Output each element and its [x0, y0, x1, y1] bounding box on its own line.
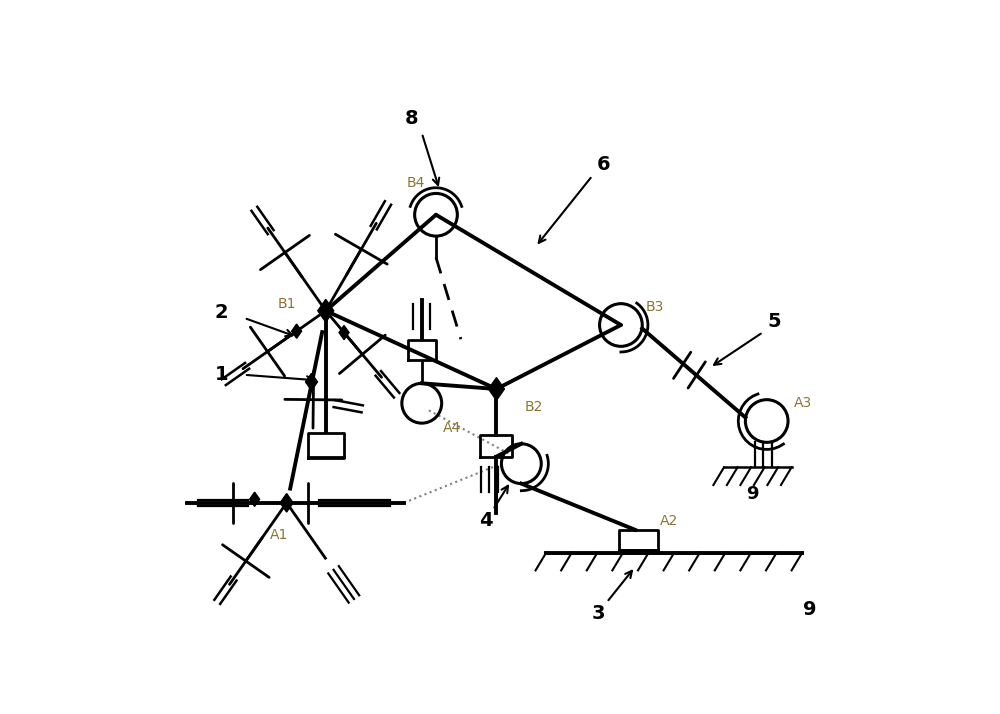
Text: 2: 2 [214, 303, 228, 322]
Text: 4: 4 [479, 511, 493, 530]
Text: B1: B1 [277, 296, 296, 311]
Polygon shape [280, 493, 293, 512]
Polygon shape [488, 378, 504, 401]
Text: A1: A1 [270, 528, 289, 542]
Text: 1: 1 [214, 366, 228, 384]
Text: 6: 6 [596, 156, 610, 174]
Text: 8: 8 [404, 109, 418, 129]
Polygon shape [292, 324, 302, 338]
Polygon shape [318, 299, 334, 322]
Text: 3: 3 [591, 603, 605, 623]
Text: A2: A2 [660, 513, 678, 528]
Text: B3: B3 [646, 301, 664, 314]
Text: B2: B2 [525, 400, 543, 413]
Polygon shape [339, 326, 349, 340]
Polygon shape [250, 492, 260, 506]
Text: 9: 9 [803, 600, 816, 619]
Text: A4: A4 [443, 421, 461, 435]
Text: B4: B4 [407, 176, 425, 190]
Text: 9: 9 [746, 485, 759, 503]
Text: A3: A3 [794, 396, 812, 411]
Polygon shape [306, 373, 318, 391]
Text: 5: 5 [767, 312, 781, 331]
